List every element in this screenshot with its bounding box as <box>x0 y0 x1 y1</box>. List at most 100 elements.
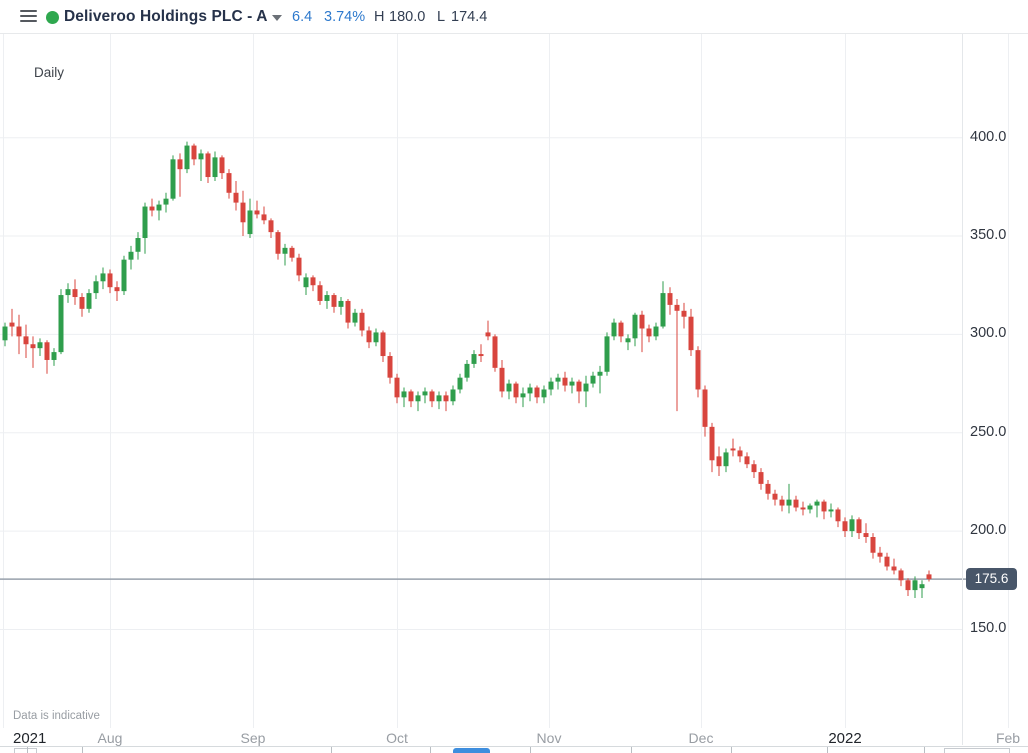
candle-body <box>380 332 386 357</box>
candle-body <box>569 381 575 386</box>
candle-body <box>23 336 29 345</box>
low-label: L <box>437 9 446 25</box>
candle-body <box>429 391 435 402</box>
candle-body <box>541 389 547 398</box>
candle-body <box>870 537 876 553</box>
candle-body <box>653 326 659 337</box>
candle-body <box>261 214 267 221</box>
candle-body <box>492 336 498 368</box>
candle-body <box>926 574 932 580</box>
candle-body <box>758 472 764 484</box>
candle-body <box>709 426 715 461</box>
candle-body <box>373 332 379 343</box>
candle-body <box>226 173 232 193</box>
candle-body <box>58 295 64 353</box>
candle-body <box>506 383 512 392</box>
candle-body <box>345 300 351 323</box>
candle-body <box>779 499 785 506</box>
candle-body <box>401 391 407 398</box>
candle-body <box>51 352 57 360</box>
candle-body <box>387 356 393 378</box>
candle-body <box>807 505 813 510</box>
candle-body <box>814 501 820 506</box>
candle-body <box>562 377 568 386</box>
low-value: 174.4 <box>451 9 488 25</box>
bottom-right-button-fragment[interactable] <box>944 748 1010 753</box>
bottom-left-button-fragment[interactable] <box>14 748 37 753</box>
candle-body <box>905 580 911 591</box>
candle-body <box>884 556 890 567</box>
candle-body <box>527 387 533 394</box>
candle-body <box>142 206 148 239</box>
candle-body <box>681 310 687 317</box>
high-label: H <box>374 9 385 25</box>
candle-body <box>184 145 190 170</box>
menu-icon[interactable] <box>20 10 37 23</box>
candle-body <box>744 456 750 465</box>
change-percent: 3.74% <box>324 9 366 25</box>
market-status-icon <box>46 11 59 24</box>
price-axis-separator <box>962 34 963 745</box>
candle-body <box>394 377 400 398</box>
candle-body <box>268 220 274 233</box>
candle-body <box>821 501 827 512</box>
candle-body <box>443 395 449 402</box>
candle-body <box>674 304 680 311</box>
candle-body <box>72 289 78 298</box>
candle-body <box>695 350 701 390</box>
candle-body <box>282 247 288 254</box>
candle-body <box>114 287 120 292</box>
candle-body <box>485 332 491 337</box>
candle-body <box>436 395 442 402</box>
candle-body <box>149 206 155 211</box>
candle-body <box>849 519 855 532</box>
chevron-down-icon[interactable] <box>272 15 282 21</box>
candle-body <box>786 499 792 506</box>
candle-body <box>520 393 526 398</box>
bottom-strip-tick <box>924 747 925 753</box>
candle-body <box>457 377 463 390</box>
candle-body <box>16 326 22 337</box>
candle-body <box>478 354 484 357</box>
header-toolbar: Deliveroo Holdings PLC - A 6.4 3.74% H 1… <box>0 0 1028 34</box>
candle-body <box>289 247 295 258</box>
bottom-strip-tick <box>827 747 828 753</box>
candle-body <box>702 389 708 427</box>
candle-body <box>30 344 36 349</box>
candle-body <box>170 159 176 199</box>
candle-body <box>331 295 337 307</box>
candle-body <box>723 452 729 467</box>
candle-body <box>793 499 799 508</box>
data-indicative-note: Data is indicative <box>13 710 100 722</box>
candle-body <box>625 338 631 343</box>
symbol-title[interactable]: Deliveroo Holdings PLC - A <box>64 8 268 25</box>
candle-body <box>303 277 309 288</box>
candle-body <box>212 157 218 178</box>
candle-body <box>9 322 15 327</box>
bottom-logo-fragment <box>453 748 490 753</box>
candle-body <box>219 157 225 174</box>
candle-body <box>751 464 757 473</box>
candle-body <box>716 456 722 467</box>
candle-body <box>310 277 316 286</box>
candle-body <box>639 314 645 329</box>
bottom-strip-tick <box>27 747 28 753</box>
candle-body <box>863 533 869 538</box>
candle-body <box>842 521 848 532</box>
high-value: 180.0 <box>389 9 426 25</box>
candle-body <box>352 312 358 323</box>
candle-body <box>513 383 519 398</box>
candle-body <box>471 354 477 364</box>
candle-body <box>765 483 771 494</box>
candle-body <box>233 192 239 203</box>
candle-body <box>198 153 204 160</box>
candle-body <box>338 300 344 307</box>
interval-label: Daily <box>34 65 65 80</box>
candle-body <box>366 330 372 343</box>
candle-body <box>65 289 71 296</box>
bottom-strip-tick <box>530 747 531 753</box>
candle-body <box>275 232 281 254</box>
candle-body <box>618 322 624 337</box>
candle-body <box>415 395 421 402</box>
